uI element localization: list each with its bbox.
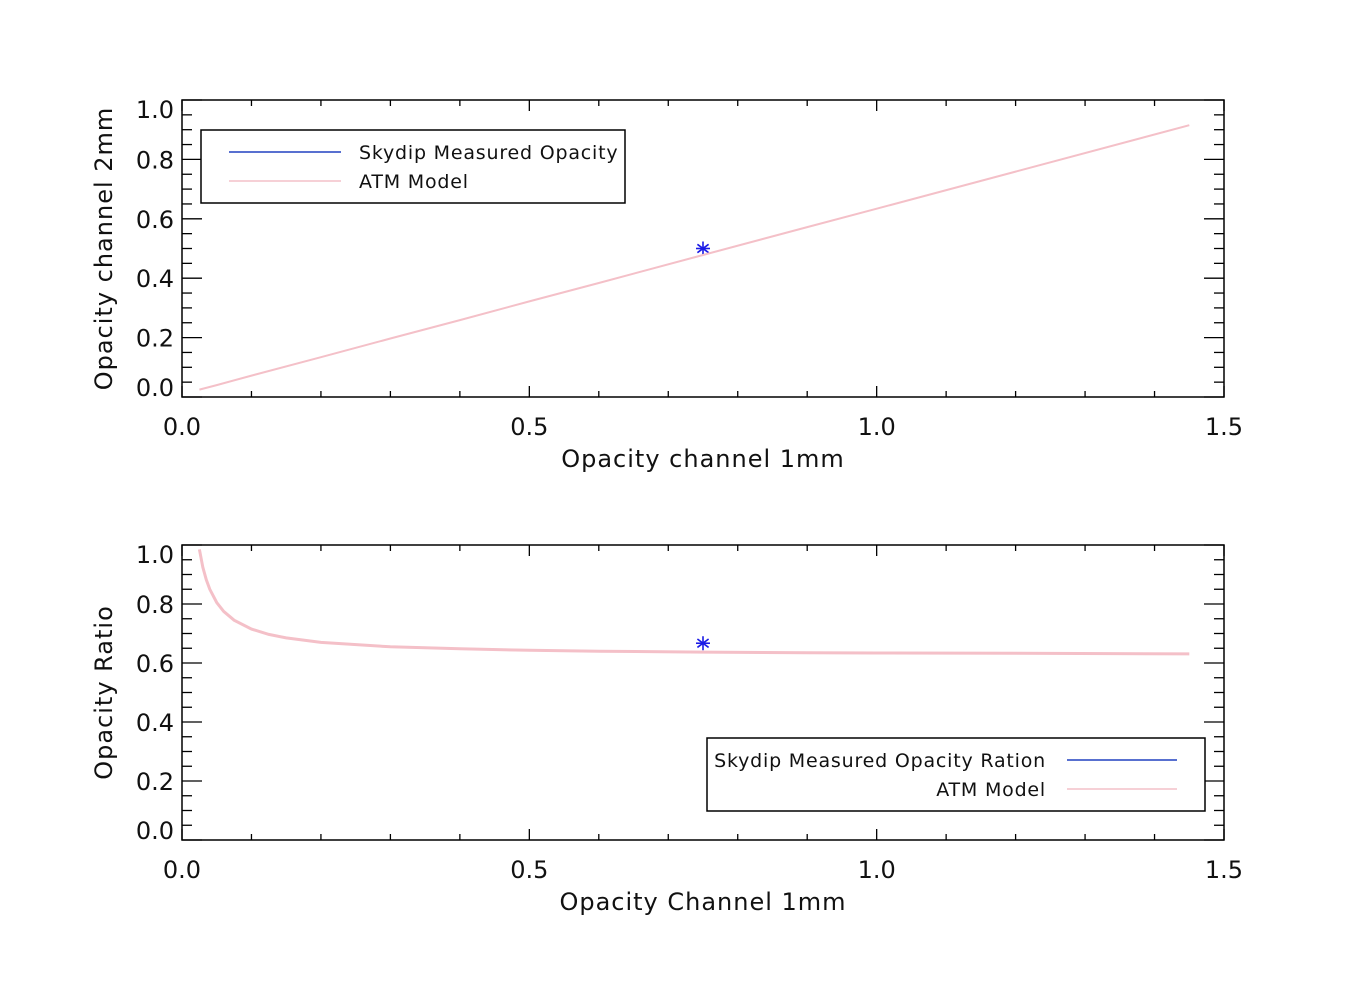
y-tick-label: 0.6: [136, 650, 174, 678]
x-tick-label: 1.0: [858, 413, 896, 441]
plot-panel-1: 0.0 0.5 1.0 1.5 0.0 0.2 0.4 0.6 0.8 1.0 Opacity ch…: [90, 96, 1243, 473]
y-tick-label: 0.8: [136, 591, 174, 619]
x-tick-label: 0.0: [163, 413, 201, 441]
y-tick-label: 0.0: [136, 817, 174, 845]
legend-label: ATM Model: [359, 171, 469, 193]
asterisk-stroke: [696, 243, 710, 254]
y-tick-label: 0.4: [136, 709, 174, 737]
y-tick-label: 0.2: [136, 325, 174, 353]
asterisk-stroke: [696, 638, 710, 649]
y-axis-label: Opacity channel 2mm: [90, 107, 118, 391]
y-tick-label: 0.8: [136, 146, 174, 174]
atm-model-line: [199, 124, 1190, 391]
x-tick-label: 0.0: [163, 856, 201, 884]
y-tick-label: 0.0: [136, 374, 174, 402]
x-tick-label: 1.5: [1205, 856, 1243, 884]
x-axis-label: Opacity Channel 1mm: [559, 888, 846, 916]
x-axis-label: Opacity channel 1mm: [561, 445, 845, 473]
legend: Skydip Measured Opacity ATM Model: [200, 129, 626, 204]
atm-model-line: [197, 549, 1190, 656]
y-tick-label: 1.0: [136, 541, 174, 569]
x-tick-label: 0.5: [510, 413, 548, 441]
legend: Skydip Measured Opacity Ration ATM Model: [706, 737, 1206, 812]
y-tick-label: 0.6: [136, 206, 174, 234]
legend-label: Skydip Measured Opacity Ration: [714, 750, 1046, 772]
x-tick-label: 1.0: [858, 856, 896, 884]
measured-point-marker: [696, 241, 710, 256]
y-tick-label: 0.4: [136, 265, 174, 293]
x-tick-label: 0.5: [510, 856, 548, 884]
measured-point-marker: [696, 636, 710, 651]
y-tick-label: 0.2: [136, 768, 174, 796]
legend-label: Skydip Measured Opacity: [359, 142, 618, 164]
plot-panel-2: 0.0 0.5 1.0 1.5 0.0 0.2 0.4 0.6 0.8 1.0 Opacity Ch…: [90, 541, 1243, 916]
y-axis-label: Opacity Ratio: [90, 605, 118, 780]
y-tick-label: 1.0: [136, 96, 174, 124]
legend-box: [706, 737, 1206, 812]
legend-box: [200, 129, 626, 204]
x-tick-label: 1.5: [1205, 413, 1243, 441]
legend-label: ATM Model: [936, 779, 1046, 801]
